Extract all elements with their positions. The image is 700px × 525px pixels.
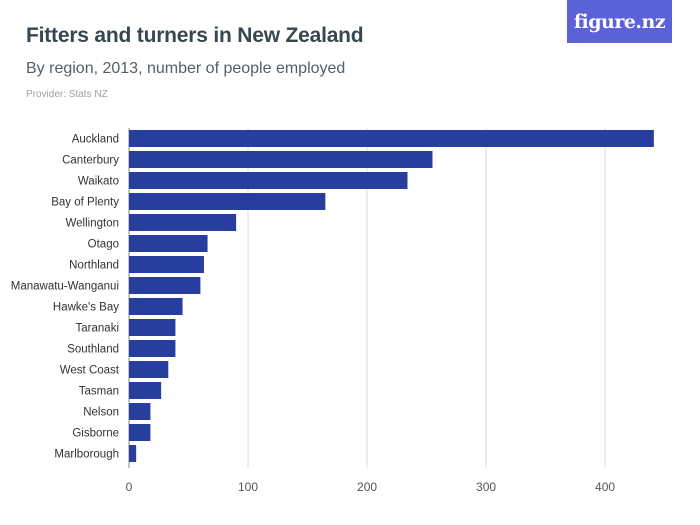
category-label: Marlborough [54,449,119,461]
chart-title: Fitters and turners in New Zealand [26,24,364,47]
category-label: West Coast [60,365,120,377]
provider-note: Provider: Stats NZ [26,89,108,100]
x-tick-label: 200 [357,480,377,494]
bar-nelson[interactable] [129,403,151,420]
bar-waikato[interactable] [129,172,408,189]
bar-canterbury[interactable] [129,151,433,168]
bar-auckland[interactable] [129,130,654,147]
category-label: Wellington [66,218,120,230]
category-label: Otago [88,239,119,251]
x-tick-label: 100 [238,480,258,494]
category-label: Gisborne [72,428,119,440]
chart-subtitle: By region, 2013, number of people employ… [26,60,346,77]
category-label: Nelson [83,407,119,419]
category-label: Southland [67,344,119,356]
bar-hawke-s-bay[interactable] [129,298,183,315]
category-labels: Auckland Canterbury Waikato Bay of Plenty We… [11,134,120,461]
bar-tasman[interactable] [129,382,162,399]
bars [129,130,654,462]
category-label: Bay of Plenty [51,197,119,209]
category-label: Canterbury [62,155,119,167]
bar-northland[interactable] [129,256,204,273]
bar-manawatu-wanganui[interactable] [129,277,201,294]
x-axis-ticks: 0 100 200 300 400 [126,480,616,494]
figure-nz-logo[interactable]: figure.nz [567,0,672,43]
bar-west-coast[interactable] [129,361,169,378]
category-label: Tasman [79,386,119,398]
category-label: Auckland [72,134,119,146]
category-label: Hawke's Bay [53,302,119,314]
bar-southland[interactable] [129,340,176,357]
bar-otago[interactable] [129,235,208,252]
x-tick-label: 400 [595,480,615,494]
bar-bay-of-plenty[interactable] [129,193,326,210]
bar-marlborough[interactable] [129,445,137,462]
bar-wellington[interactable] [129,214,237,231]
category-label: Taranaki [76,323,119,335]
bar-gisborne[interactable] [129,424,151,441]
category-label: Manawatu-Wanganui [11,281,119,293]
x-tick-label: 0 [126,480,133,494]
bar-taranaki[interactable] [129,319,176,336]
category-label: Waikato [78,176,119,188]
category-label: Northland [69,260,119,272]
x-tick-label: 300 [476,480,496,494]
